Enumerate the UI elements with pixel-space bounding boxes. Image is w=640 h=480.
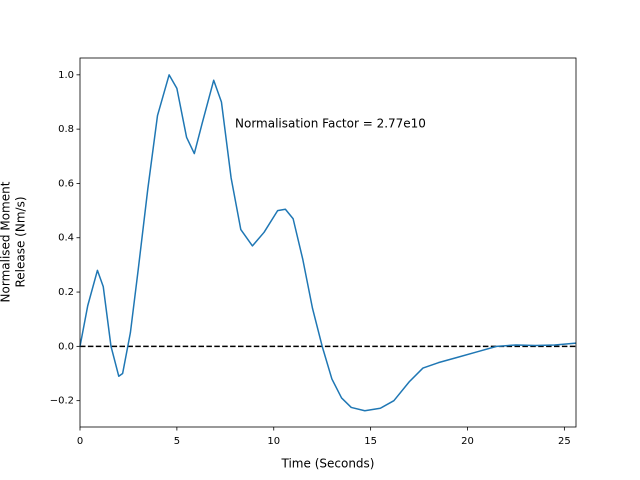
y-axis-label: Normalised Moment — [0, 181, 13, 302]
plot-frame — [79, 57, 577, 428]
x-tick-label: 5 — [174, 436, 180, 447]
annotation: Normalisation Factor = 2.77e10 — [235, 117, 426, 131]
line-series — [79, 74, 577, 412]
y-tick-label: 0.2 — [58, 287, 74, 298]
y-tick-label: 0.8 — [58, 124, 74, 135]
y-tick-label: 0.6 — [58, 178, 74, 189]
x-tick-label: 0 — [77, 436, 83, 447]
y-tick-label: 0.4 — [58, 233, 74, 244]
x-tick-label: 15 — [364, 436, 377, 447]
x-axis-label: Time (Seconds) — [281, 457, 375, 471]
x-tick-label: 10 — [267, 436, 280, 447]
x-tick-label: 20 — [461, 436, 474, 447]
y-tick-label: −0.2 — [50, 396, 74, 407]
y-tick-label: 0.0 — [58, 341, 74, 352]
y-axis-label: Release (Nm/s) — [14, 196, 28, 287]
y-tick-label: 1.0 — [58, 70, 74, 81]
x-tick-label: 25 — [558, 436, 571, 447]
